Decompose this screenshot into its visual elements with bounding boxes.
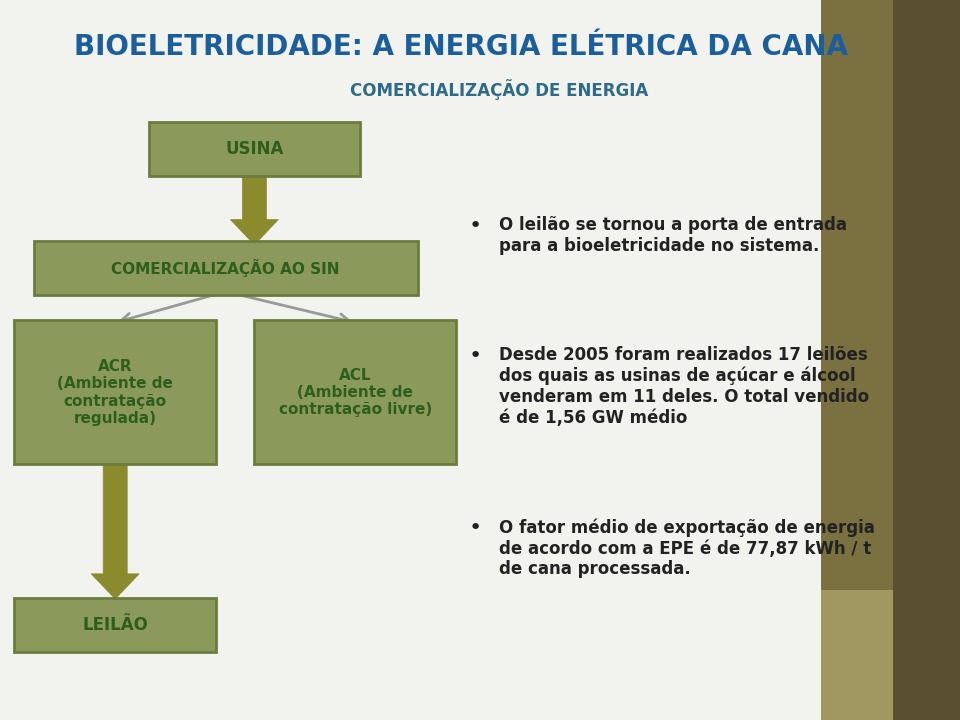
Text: ACL
(Ambiente de
contratação livre): ACL (Ambiente de contratação livre) xyxy=(278,367,432,418)
FancyBboxPatch shape xyxy=(149,122,360,176)
FancyBboxPatch shape xyxy=(14,598,216,652)
FancyBboxPatch shape xyxy=(0,0,821,720)
FancyBboxPatch shape xyxy=(821,0,893,590)
Text: Desde 2005 foram realizados 17 leilões
dos quais as usinas de açúcar e álcool
ve: Desde 2005 foram realizados 17 leilões d… xyxy=(499,346,870,426)
Text: LEILÃO: LEILÃO xyxy=(83,616,148,634)
Text: COMERCIALIZAÇÃO AO SIN: COMERCIALIZAÇÃO AO SIN xyxy=(111,259,340,277)
Text: COMERCIALIZAÇÃO DE ENERGIA: COMERCIALIZAÇÃO DE ENERGIA xyxy=(350,79,648,101)
FancyBboxPatch shape xyxy=(14,320,216,464)
Text: USINA: USINA xyxy=(226,140,283,158)
FancyBboxPatch shape xyxy=(254,320,456,464)
Text: BIOELETRICIDADE: A ENERGIA ELÉTRICA DA CANA: BIOELETRICIDADE: A ENERGIA ELÉTRICA DA C… xyxy=(74,33,848,60)
Text: •: • xyxy=(468,346,482,366)
FancyBboxPatch shape xyxy=(821,590,893,720)
FancyBboxPatch shape xyxy=(893,0,960,720)
FancyBboxPatch shape xyxy=(34,241,418,295)
Text: ACR
(Ambiente de
contratação
regulada): ACR (Ambiente de contratação regulada) xyxy=(58,359,173,426)
Text: •: • xyxy=(468,518,482,539)
Text: O leilão se tornou a porta de entrada
para a bioeletricidade no sistema.: O leilão se tornou a porta de entrada pa… xyxy=(499,216,848,255)
Polygon shape xyxy=(230,173,278,245)
Text: O fator médio de exportação de energia
de acordo com a EPE é de 77,87 kWh / t
de: O fator médio de exportação de energia d… xyxy=(499,518,876,578)
Text: •: • xyxy=(468,216,482,236)
Polygon shape xyxy=(91,461,139,599)
